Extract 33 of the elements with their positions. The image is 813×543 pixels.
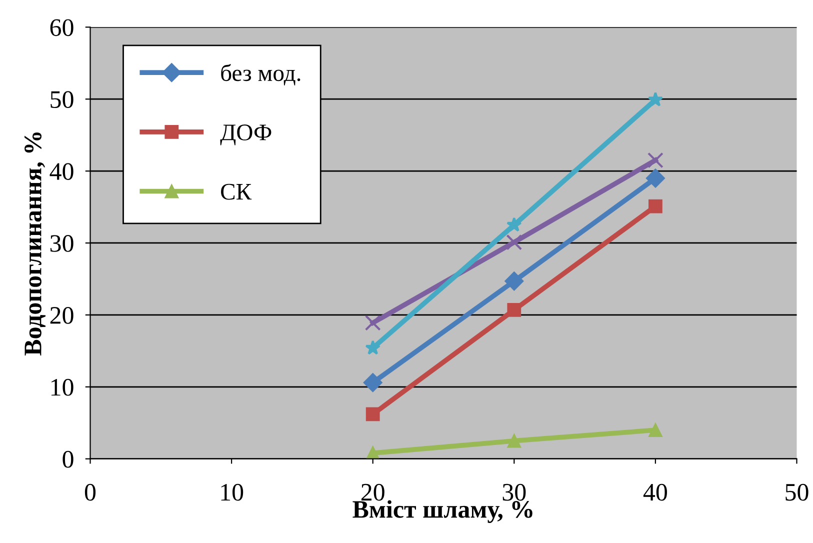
y-tick-label: 40 <box>50 163 74 180</box>
point <box>365 340 380 355</box>
point <box>648 199 662 214</box>
y-tick-label: 0 <box>62 450 74 468</box>
y-tick-label: 30 <box>50 235 74 252</box>
point <box>648 423 662 437</box>
point <box>366 446 380 459</box>
point <box>366 407 380 422</box>
point <box>504 272 524 291</box>
x-tick-label: 20 <box>361 484 384 501</box>
x-tick-label: 40 <box>643 484 667 501</box>
legend-label: СК <box>221 184 252 200</box>
y-tick-label: 10 <box>51 378 74 396</box>
x-axis-title: Вміст шламу, % <box>352 500 532 523</box>
point <box>364 314 381 331</box>
point <box>648 92 664 106</box>
point <box>363 373 382 392</box>
x-tick-label: 0 <box>84 484 96 501</box>
point <box>506 217 522 232</box>
legend-label: ДОФ <box>220 124 272 146</box>
point <box>506 234 522 250</box>
y-tick-label: 60 <box>50 19 74 36</box>
x-tick-label: 10 <box>221 484 244 501</box>
point <box>647 152 664 168</box>
point <box>646 168 665 188</box>
x-tick-label: 50 <box>786 484 808 501</box>
point <box>507 302 522 317</box>
x-tick-label: 30 <box>502 484 526 501</box>
y-axis-title: Водопоглинання, % <box>24 132 46 356</box>
legend-label: без мод. <box>221 64 300 86</box>
y-tick-label: 20 <box>50 306 74 324</box>
point <box>507 434 522 448</box>
y-tick-label: 50 <box>50 91 74 108</box>
